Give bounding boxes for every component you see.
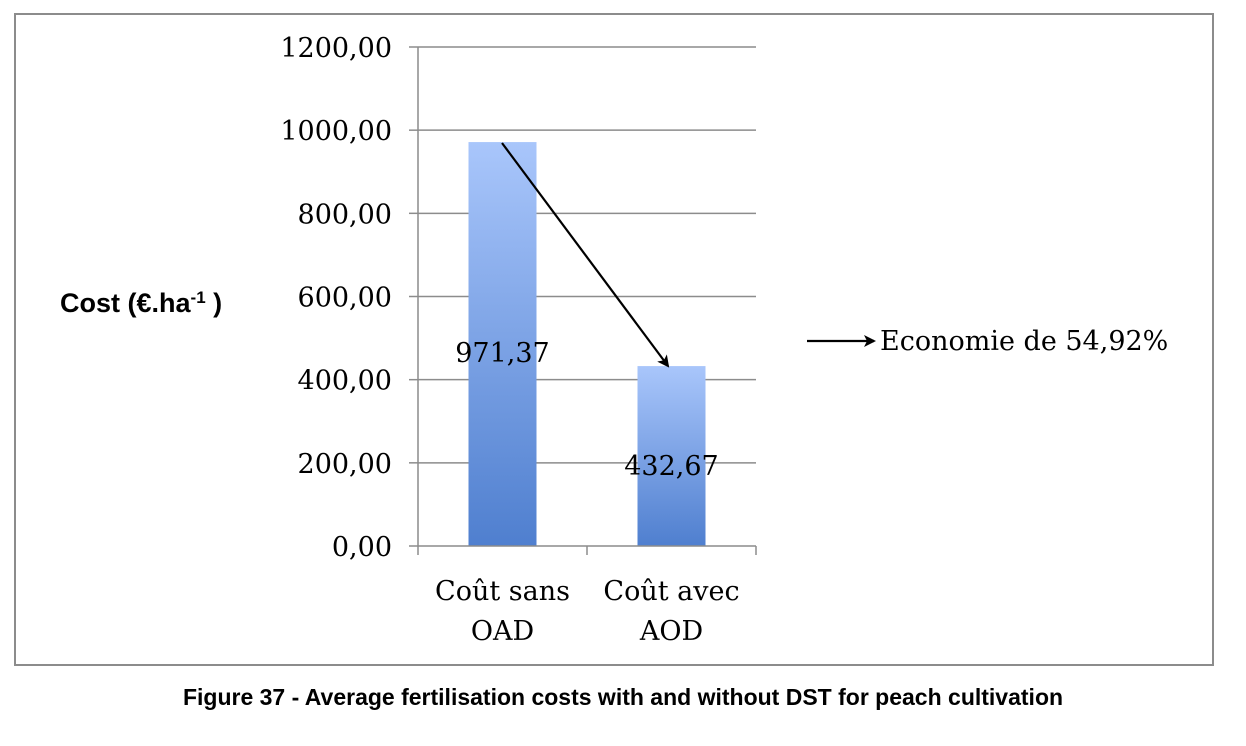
y-tick-label: 800,00 xyxy=(298,199,392,230)
y-axis-label: Cost (€.ha-1 ) xyxy=(60,288,222,319)
data-label: 432,67 xyxy=(624,451,718,482)
x-category-label: AOD xyxy=(639,616,703,647)
x-category-label: Coût avec xyxy=(603,576,739,607)
chart-frame xyxy=(14,13,1214,666)
x-category-label: OAD xyxy=(471,616,534,647)
figure-caption: Figure 37 - Average fertilisation costs … xyxy=(182,684,1064,710)
y-tick-label: 400,00 xyxy=(298,366,392,397)
chart-plot: 0,00 200,00 400,00 600,00 800,00 1000,00 1200,… xyxy=(60,33,1168,647)
bar xyxy=(637,366,706,546)
x-category-label: Coût sans xyxy=(435,576,570,607)
y-tick-label: 600,00 xyxy=(298,283,392,314)
trend-arrow xyxy=(501,142,670,368)
bar xyxy=(468,142,537,547)
y-tick-label: 200,00 xyxy=(298,449,392,480)
data-label: 971,37 xyxy=(455,338,549,369)
y-tick-label: 0,00 xyxy=(332,532,392,563)
y-tick-label: 1200,00 xyxy=(280,33,392,64)
y-tick-label: 1000,00 xyxy=(280,116,392,147)
savings-annotation: Economie de 54,92% xyxy=(880,326,1168,357)
